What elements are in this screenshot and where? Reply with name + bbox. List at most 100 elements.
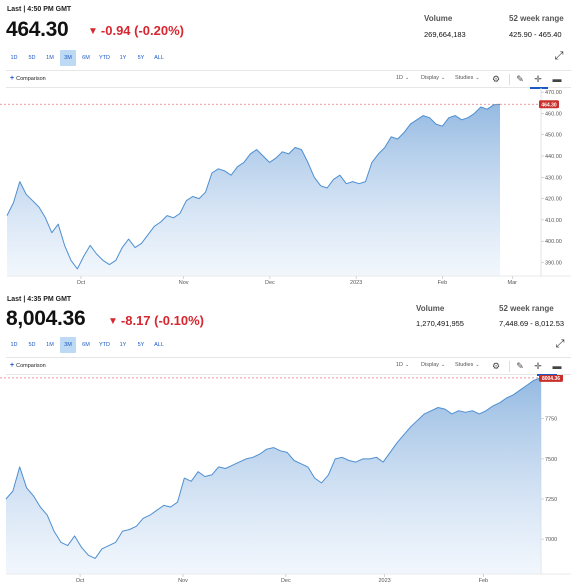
volume-value: 269,664,183 xyxy=(424,30,466,39)
chevron-down-icon: ⌄ xyxy=(405,75,410,81)
down-triangle-icon: ▼ xyxy=(88,26,98,37)
series-line xyxy=(6,103,501,270)
studies-select[interactable]: Studies ⌄ xyxy=(455,362,480,368)
toolbar-divider xyxy=(509,361,510,372)
x-tick-label: Dec xyxy=(265,280,275,286)
series-area xyxy=(7,104,500,276)
settings-gear-icon[interactable]: ⚙ xyxy=(491,73,501,84)
chevron-down-icon: ⌄ xyxy=(441,362,446,368)
current-price: 464.30 xyxy=(6,18,69,41)
price-change-value: -8.17 (-0.10%) xyxy=(120,313,204,328)
range-value: 7,448.69 - 8,012.53 xyxy=(499,319,565,328)
chevron-down-icon: ⌄ xyxy=(475,75,480,81)
x-tick-label: 2023 xyxy=(350,280,362,286)
chart-panel-2: Last | 4:35 PM GMT 8,004.36 ▼ -8.17 (-0.1… xyxy=(0,292,571,586)
toolbar-divider xyxy=(509,74,510,85)
x-tick-label: Nov xyxy=(179,280,189,286)
chevron-down-icon: ⌄ xyxy=(405,362,410,368)
range-value: 425.90 - 465.40 xyxy=(509,30,562,39)
settings-gear-icon[interactable]: ⚙ xyxy=(491,360,501,371)
x-tick-label: Oct xyxy=(76,578,85,584)
series-area xyxy=(6,377,541,574)
comparison-button[interactable]: + Comparison xyxy=(10,362,46,369)
interval-select[interactable]: 1D ⌄ xyxy=(396,362,409,368)
studies-select[interactable]: Studies ⌄ xyxy=(455,75,480,81)
range-button-5y[interactable]: 5Y xyxy=(137,55,145,61)
range-button-5d[interactable]: 5D xyxy=(28,55,36,61)
y-tick-label: 7750 xyxy=(545,417,557,423)
time-range-bar: 1D 5D 1M 3M 6M YTD 1Y 5Y ALL xyxy=(6,50,167,66)
expand-arrows-icon[interactable]: ⤢ xyxy=(554,49,564,62)
range-button-ytd[interactable]: YTD xyxy=(99,342,110,348)
comment-icon[interactable]: ▬ xyxy=(552,74,562,84)
range-button-6m[interactable]: 6M xyxy=(82,55,90,61)
y-tick-label: 7500 xyxy=(545,457,557,463)
x-tick-label: Dec xyxy=(281,578,291,584)
range-button-ytd[interactable]: YTD xyxy=(99,55,110,61)
display-select[interactable]: Display ⌄ xyxy=(421,362,445,368)
range-button-all[interactable]: ALL xyxy=(154,342,164,348)
y-tick-label: 390.00 xyxy=(545,260,562,266)
range-button-6m[interactable]: 6M xyxy=(82,342,90,348)
comparison-button[interactable]: + Comparison xyxy=(10,75,46,82)
range-button-1m[interactable]: 1M xyxy=(46,55,54,61)
crosshair-icon[interactable]: ✛ xyxy=(534,73,542,84)
y-tick-label: 450.00 xyxy=(545,133,562,139)
range-button-1y[interactable]: 1Y xyxy=(119,342,127,348)
crosshair-icon[interactable]: ✛ xyxy=(534,360,542,371)
range-button-1m[interactable]: 1M xyxy=(46,342,54,348)
display-select[interactable]: Display ⌄ xyxy=(421,75,445,81)
x-tick-label: 2023 xyxy=(378,578,390,584)
down-triangle-icon: ▼ xyxy=(108,316,118,327)
price-chart-1[interactable]: 390.00 400.00 410.00 420.00 430.00 440.00 450.… xyxy=(0,88,571,292)
y-tick-label: 420.00 xyxy=(545,197,562,203)
range-button-3m[interactable]: 3M xyxy=(60,50,76,66)
range-label: 52 week range xyxy=(499,304,554,313)
studies-label: Studies xyxy=(455,362,474,368)
interval-select[interactable]: 1D ⌄ xyxy=(396,75,409,81)
current-price: 8,004.36 xyxy=(6,307,86,330)
chevron-down-icon: ⌄ xyxy=(441,75,446,81)
chart-panel-1: Last | 4:50 PM GMT 464.30 ▼ -0.94 (-0.20%… xyxy=(0,0,571,292)
y-tick-label: 7250 xyxy=(545,497,557,503)
expand-arrows-icon[interactable]: ⤢ xyxy=(555,337,565,350)
range-button-1d[interactable]: 1D xyxy=(10,55,18,61)
y-tick-label: 400.00 xyxy=(545,239,562,245)
price-change-value: -0.94 (-0.20%) xyxy=(100,23,184,38)
chart-toolbar: + Comparison 1D ⌄ Display ⌄ Studies ⌄ ⚙ ✎ ✛ … xyxy=(6,357,571,376)
range-button-1d[interactable]: 1D xyxy=(10,342,18,348)
range-button-5y[interactable]: 5Y xyxy=(137,342,145,348)
range-button-1y[interactable]: 1Y xyxy=(119,55,127,61)
x-tick-label: Oct xyxy=(77,280,86,286)
y-tick-label: 470.00 xyxy=(545,90,562,96)
series-line xyxy=(5,377,542,559)
x-tick-label: Mar xyxy=(508,280,518,286)
display-label: Display xyxy=(421,362,440,368)
range-button-3m[interactable]: 3M xyxy=(60,337,76,353)
comparison-label: Comparison xyxy=(16,76,46,82)
chart-toolbar: + Comparison 1D ⌄ Display ⌄ Studies ⌄ ⚙ ✎ ✛ … xyxy=(6,70,571,89)
y-tick-label: 440.00 xyxy=(545,154,562,160)
display-label: Display xyxy=(421,75,440,81)
pencil-icon[interactable]: ✎ xyxy=(516,73,524,84)
x-tick-label: Feb xyxy=(479,578,488,584)
volume-label: Volume xyxy=(416,304,445,313)
x-tick-label: Feb xyxy=(438,280,447,286)
price-change: ▼ -8.17 (-0.10%) xyxy=(108,313,204,328)
plus-icon: + xyxy=(10,362,15,369)
range-button-all[interactable]: ALL xyxy=(154,55,164,61)
active-tool-indicator xyxy=(530,87,548,89)
chevron-down-icon: ⌄ xyxy=(475,362,480,368)
studies-label: Studies xyxy=(455,75,474,81)
pencil-icon[interactable]: ✎ xyxy=(516,360,524,371)
volume-value: 1,270,491,955 xyxy=(416,319,464,328)
last-updated-label: Last | 4:35 PM GMT xyxy=(7,296,72,303)
time-range-bar: 1D 5D 1M 3M 6M YTD 1Y 5Y ALL xyxy=(6,337,167,353)
range-button-5d[interactable]: 5D xyxy=(28,342,36,348)
interval-value: 1D xyxy=(396,75,404,81)
comment-icon[interactable]: ▬ xyxy=(552,361,562,371)
last-price-tag-label: 464.30 xyxy=(541,102,557,108)
price-chart-2[interactable]: 7000 7250 7500 7750 Oct Nov Dec 2023 Feb 8004.36 xyxy=(0,375,571,586)
price-change: ▼ -0.94 (-0.20%) xyxy=(88,23,184,38)
y-tick-label: 7000 xyxy=(545,537,557,543)
